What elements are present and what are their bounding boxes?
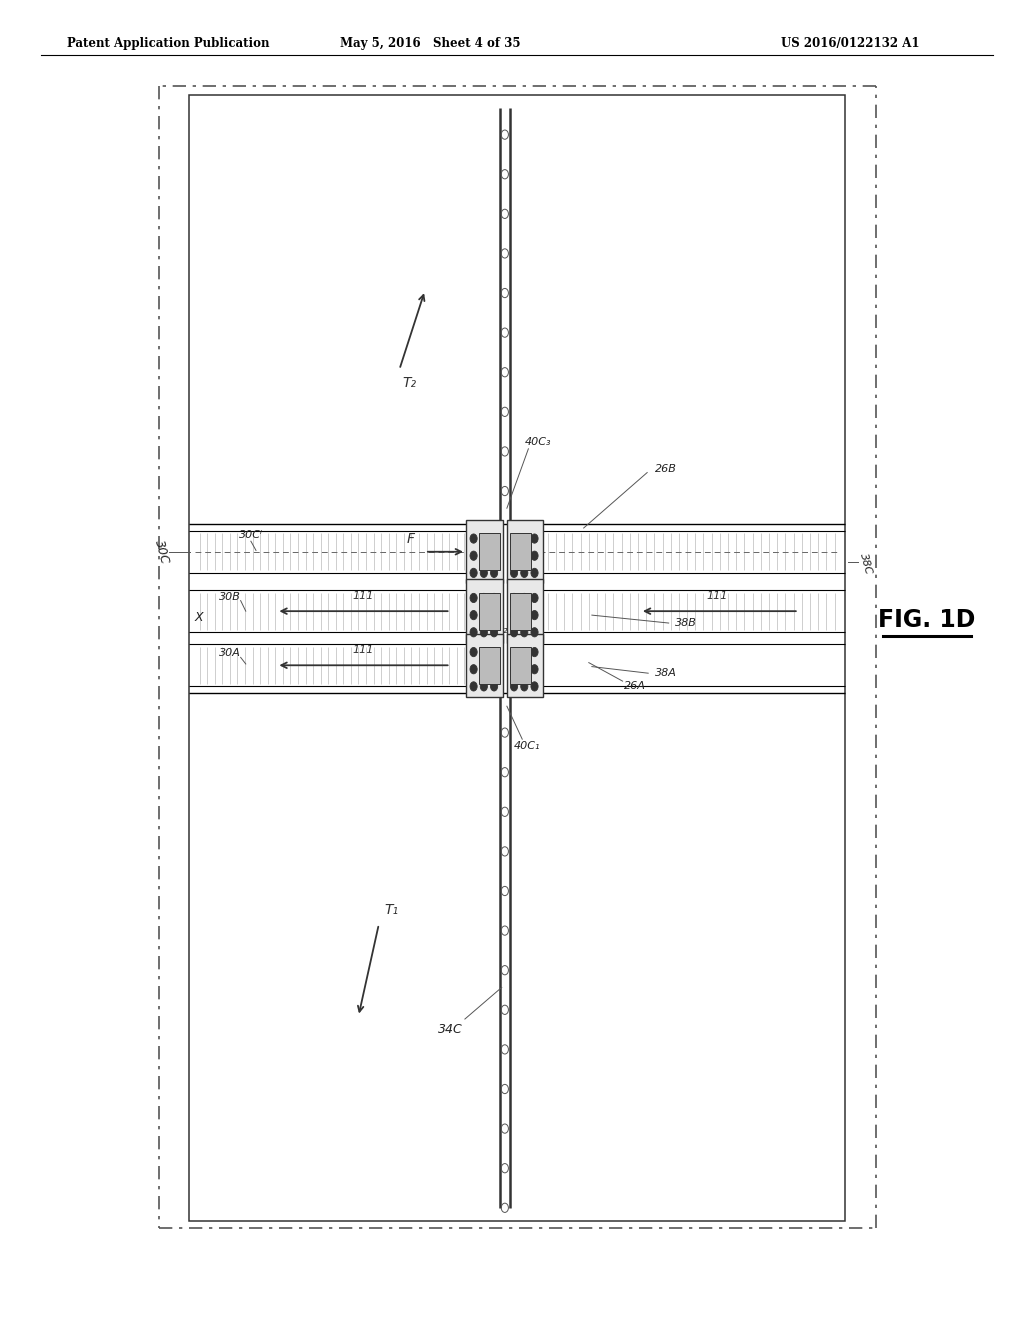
Circle shape	[480, 610, 487, 620]
Circle shape	[470, 648, 477, 657]
Circle shape	[521, 552, 528, 561]
Text: 38C: 38C	[858, 552, 872, 576]
Circle shape	[510, 593, 517, 602]
Circle shape	[480, 648, 487, 657]
Text: 26A: 26A	[624, 681, 646, 692]
Text: 111: 111	[353, 590, 374, 601]
FancyBboxPatch shape	[510, 593, 530, 630]
Circle shape	[480, 681, 487, 692]
Circle shape	[510, 610, 517, 620]
Text: 34C: 34C	[438, 1023, 463, 1036]
Circle shape	[521, 648, 528, 657]
Circle shape	[480, 535, 487, 544]
Circle shape	[531, 593, 539, 602]
FancyBboxPatch shape	[467, 579, 503, 643]
Circle shape	[480, 569, 487, 578]
Circle shape	[531, 569, 539, 578]
Circle shape	[490, 665, 498, 673]
Circle shape	[490, 569, 498, 578]
Circle shape	[470, 569, 477, 578]
FancyBboxPatch shape	[507, 579, 543, 643]
Circle shape	[521, 627, 528, 636]
Circle shape	[490, 648, 498, 657]
Circle shape	[480, 627, 487, 636]
Circle shape	[521, 665, 528, 673]
Circle shape	[521, 610, 528, 620]
Circle shape	[490, 535, 498, 544]
FancyBboxPatch shape	[507, 520, 543, 583]
Circle shape	[470, 627, 477, 636]
Circle shape	[490, 610, 498, 620]
Circle shape	[510, 648, 517, 657]
Circle shape	[531, 610, 539, 620]
Circle shape	[470, 610, 477, 620]
Circle shape	[521, 569, 528, 578]
Circle shape	[510, 627, 517, 636]
Circle shape	[480, 552, 487, 561]
Text: 30A: 30A	[219, 648, 242, 659]
Text: 30B: 30B	[219, 591, 242, 602]
Text: May 5, 2016   Sheet 4 of 35: May 5, 2016 Sheet 4 of 35	[340, 37, 520, 50]
Circle shape	[470, 665, 477, 673]
Circle shape	[531, 681, 539, 692]
Circle shape	[521, 681, 528, 692]
Circle shape	[510, 569, 517, 578]
Circle shape	[510, 665, 517, 673]
FancyBboxPatch shape	[467, 520, 503, 583]
Circle shape	[470, 552, 477, 561]
Circle shape	[470, 535, 477, 544]
Circle shape	[510, 552, 517, 561]
Text: Patent Application Publication: Patent Application Publication	[67, 37, 269, 50]
Circle shape	[531, 648, 539, 657]
Text: T₂: T₂	[402, 376, 417, 391]
Text: 38B: 38B	[675, 618, 697, 628]
FancyBboxPatch shape	[467, 634, 503, 697]
Circle shape	[480, 665, 487, 673]
FancyBboxPatch shape	[510, 533, 530, 570]
Circle shape	[521, 535, 528, 544]
Circle shape	[480, 593, 487, 602]
Circle shape	[531, 665, 539, 673]
Text: X: X	[195, 611, 203, 624]
FancyBboxPatch shape	[479, 533, 500, 570]
Circle shape	[490, 681, 498, 692]
Circle shape	[531, 552, 539, 561]
Circle shape	[490, 552, 498, 561]
Text: 111: 111	[353, 644, 374, 655]
Circle shape	[490, 593, 498, 602]
Circle shape	[521, 593, 528, 602]
Text: 30Cˡ: 30Cˡ	[239, 529, 263, 540]
Circle shape	[531, 535, 539, 544]
FancyBboxPatch shape	[507, 634, 543, 697]
Text: 111: 111	[707, 590, 727, 601]
Text: 40C₃: 40C₃	[524, 437, 551, 447]
Text: T₁: T₁	[384, 903, 398, 917]
Text: US 2016/0122132 A1: US 2016/0122132 A1	[780, 37, 920, 50]
FancyBboxPatch shape	[479, 593, 500, 630]
FancyBboxPatch shape	[479, 647, 500, 684]
Circle shape	[470, 593, 477, 602]
Circle shape	[510, 535, 517, 544]
Circle shape	[470, 681, 477, 692]
Circle shape	[531, 627, 539, 636]
FancyBboxPatch shape	[510, 647, 530, 684]
Text: 40C₂: 40C₂	[481, 624, 508, 635]
Text: 40C₁: 40C₁	[514, 741, 541, 751]
Text: F: F	[407, 532, 415, 546]
Text: 26B: 26B	[654, 463, 677, 474]
Text: FIG. 1D: FIG. 1D	[878, 609, 976, 632]
Text: 30C: 30C	[153, 539, 171, 565]
Circle shape	[490, 627, 498, 636]
Circle shape	[510, 681, 517, 692]
Text: 38A: 38A	[654, 668, 677, 678]
